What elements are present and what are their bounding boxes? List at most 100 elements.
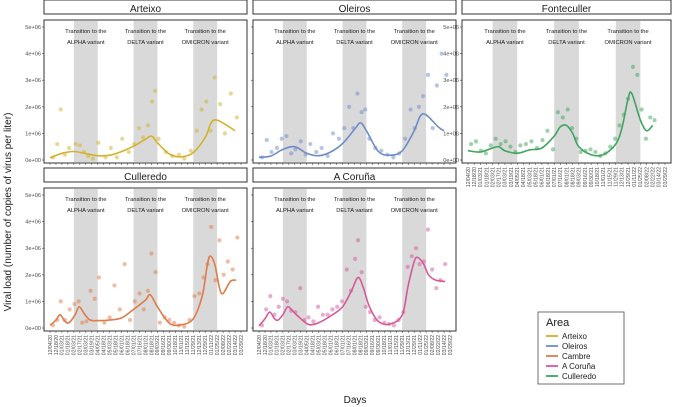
data-point <box>391 155 396 160</box>
variant-annotation-line: OMICRON variant <box>391 208 438 214</box>
x-tick-label: 12/13/21 <box>406 335 412 355</box>
variant-annotation-line: Transition to the <box>484 29 525 35</box>
data-point <box>96 275 102 280</box>
x-tick-label: 03/14/22 <box>657 167 663 187</box>
data-point <box>613 136 618 141</box>
x-tick-label: 03/19/21 <box>90 335 96 355</box>
x-tick-label: 06/18/21 <box>334 335 340 355</box>
x-tick-label: 03/03/21 <box>84 335 90 355</box>
data-point <box>222 131 227 136</box>
data-point <box>264 137 269 143</box>
x-tick-label: 01/25/22 <box>215 335 221 355</box>
data-point <box>529 139 534 144</box>
x-tick-label: 12/18/20 <box>472 167 478 187</box>
y-tick-label: 3e+06 <box>443 78 459 84</box>
data-point <box>443 262 448 267</box>
data-point <box>209 224 214 230</box>
data-point <box>434 286 439 291</box>
x-tick-label: 03/29/22 <box>239 335 245 355</box>
x-tick-label: 03/03/21 <box>503 167 509 187</box>
legend-label-oleiros: Oleiros <box>562 342 587 351</box>
data-point <box>379 148 384 153</box>
data-point <box>149 99 155 104</box>
data-point <box>416 104 422 109</box>
variant-annotation-line: OMICRON variant <box>182 40 229 46</box>
data-point <box>413 246 419 251</box>
data-point <box>208 128 213 133</box>
x-tick-label: 09/03/21 <box>155 335 161 355</box>
variant-annotation-line: Transition to the <box>274 197 315 203</box>
data-point <box>225 259 230 264</box>
data-point <box>311 319 316 324</box>
data-point <box>58 299 63 304</box>
variant-annotation-line: Transition to the <box>274 29 315 35</box>
x-tick-label: 04/18/21 <box>102 335 108 355</box>
data-point <box>234 115 239 120</box>
data-point <box>230 267 235 272</box>
data-point <box>652 118 657 123</box>
x-tick-label: 04/18/21 <box>311 335 317 355</box>
y-axis-title: Viral load (number of copies of virus pe… <box>3 113 14 312</box>
data-point <box>588 147 593 152</box>
data-point <box>639 107 644 112</box>
x-tick-label: 09/30/21 <box>167 335 173 355</box>
data-point <box>221 272 226 277</box>
x-tick-label: 04/05/21 <box>305 335 311 355</box>
variant-band-1 <box>73 189 98 330</box>
x-tick-label: 08/18/21 <box>358 335 364 355</box>
data-point <box>468 141 474 147</box>
data-point <box>268 293 273 299</box>
data-point <box>182 324 187 329</box>
data-point <box>182 156 187 161</box>
data-point <box>55 141 60 147</box>
x-tick-label: 05/03/21 <box>107 335 113 355</box>
data-point <box>439 51 444 56</box>
data-point <box>425 72 431 77</box>
facet-title: Culleredo <box>124 172 167 183</box>
x-tick-label: 05/18/21 <box>322 335 328 355</box>
data-point <box>194 128 199 133</box>
data-point <box>157 320 162 325</box>
x-tick-label: 07/16/21 <box>558 167 564 187</box>
x-tick-label: 02/22/22 <box>227 335 233 355</box>
data-point <box>122 262 127 267</box>
data-point <box>565 107 570 112</box>
data-point <box>643 136 649 141</box>
data-point <box>72 301 77 307</box>
facet-title: Fonteculler <box>542 4 592 15</box>
data-point <box>145 288 150 293</box>
facet-title: Arteixo <box>130 4 162 15</box>
data-point <box>306 315 311 320</box>
data-point <box>473 139 479 144</box>
data-point <box>359 110 364 115</box>
data-point <box>617 123 622 128</box>
data-point <box>425 227 431 232</box>
data-point <box>320 312 325 317</box>
y-tick-label: 2e+06 <box>25 273 41 279</box>
x-tick-label: 02/03/21 <box>72 335 78 355</box>
x-tick-label: 03/29/22 <box>663 167 669 187</box>
data-point <box>359 270 364 275</box>
data-point <box>127 317 133 323</box>
data-point <box>204 99 209 104</box>
variant-annotation-line: Transition to the <box>185 197 226 203</box>
variant-annotation-line: DELTA variant <box>548 40 585 46</box>
facet-oleiros: Oleiros Transition to the ALPHA variant Tra… <box>251 0 457 165</box>
data-point <box>117 307 122 312</box>
data-point <box>289 151 294 156</box>
legend-label-cambre: Cambre <box>562 352 591 361</box>
x-tick-label: 07/01/21 <box>131 335 137 355</box>
x-tick-label: 12/18/20 <box>54 335 60 355</box>
x-tick-label: 12/29/21 <box>203 335 209 355</box>
x-tick-label: 03/14/22 <box>233 335 239 355</box>
variant-annotation-line: OMICRON variant <box>182 208 229 214</box>
y-tick-label: 2e+06 <box>443 105 459 111</box>
x-tick-label: 09/16/21 <box>583 167 589 187</box>
data-point <box>108 145 113 151</box>
data-point <box>405 264 410 269</box>
data-point <box>347 104 352 109</box>
x-tick-label: 10/18/21 <box>595 167 601 187</box>
variant-band-1 <box>282 189 307 330</box>
data-point <box>545 128 550 133</box>
data-point <box>213 278 218 283</box>
